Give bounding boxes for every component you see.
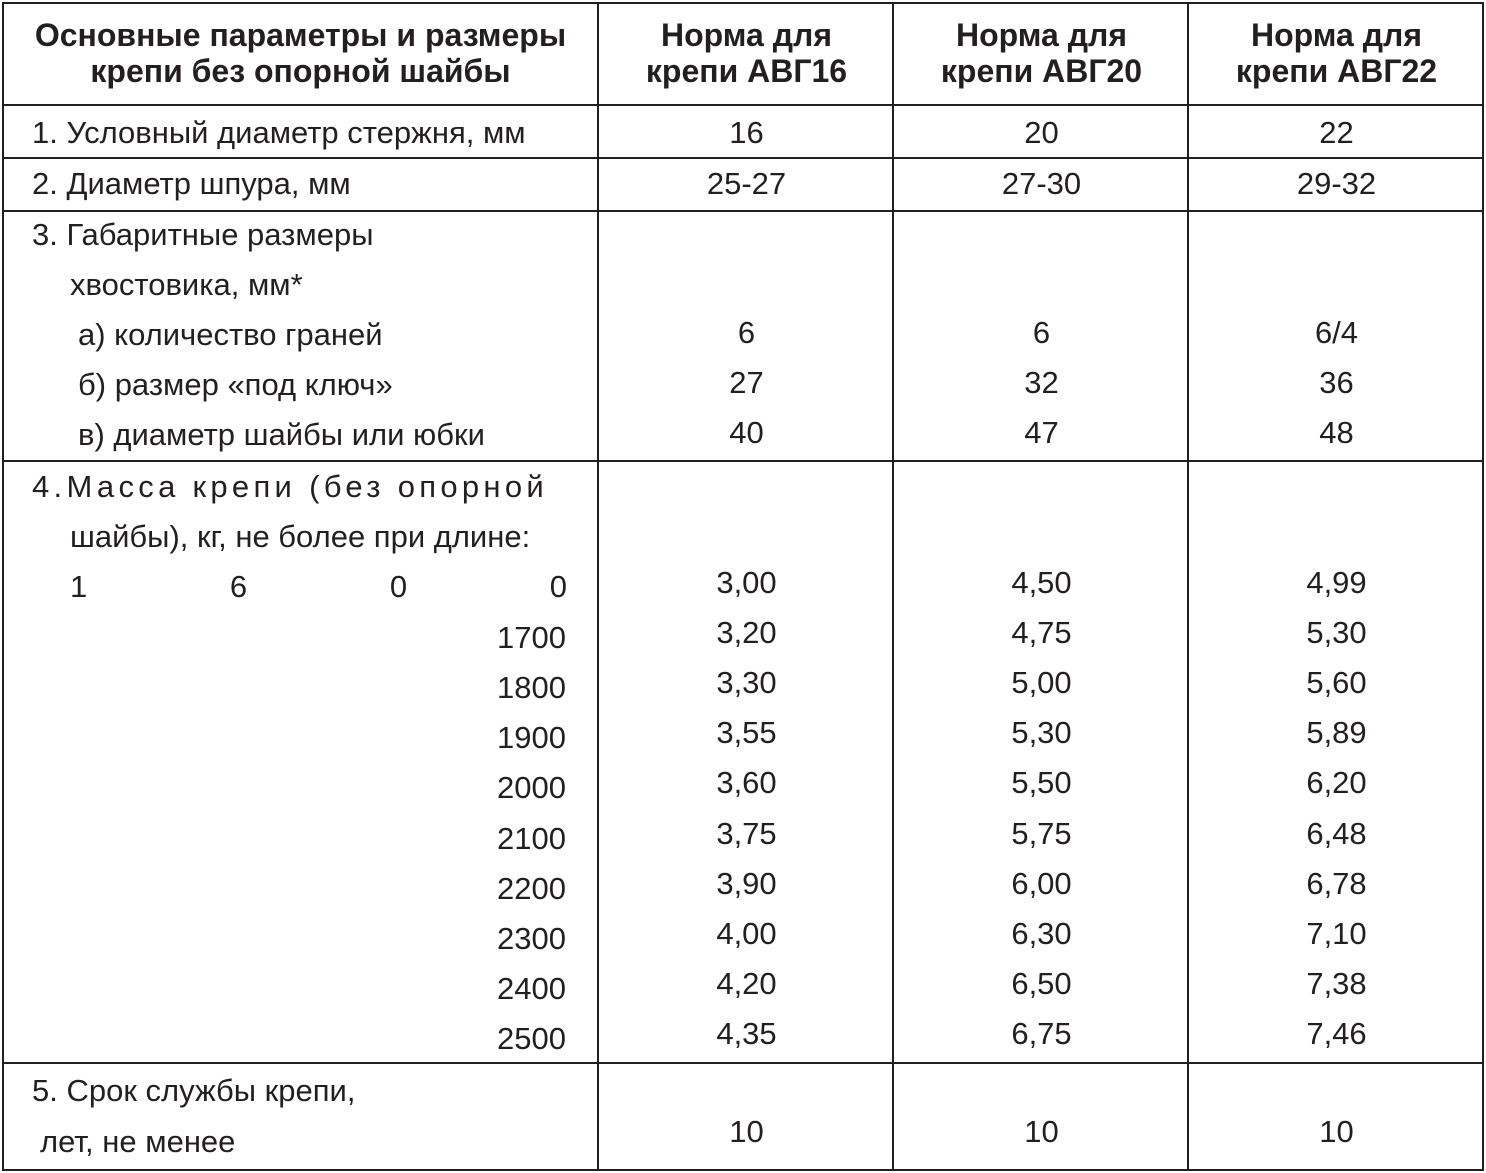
rule-row4-bottom xyxy=(2,1062,1484,1064)
rule-right xyxy=(1482,2,1484,1171)
header-avg22-line-1: Норма для xyxy=(1250,17,1423,53)
row-shank-wrench-avg20: 32 xyxy=(1024,365,1059,400)
mass-value-avg20: 5,50 xyxy=(1011,765,1072,800)
mass-length-2000: 2000 xyxy=(497,770,566,805)
header-param-line-1: Основные параметры и размеры xyxy=(34,17,567,53)
row-mass-label-line-1: 4.Масса крепи (без опорной xyxy=(32,469,567,505)
mass-value-avg16: 3,00 xyxy=(716,565,777,600)
mass-value-avg16: 3,60 xyxy=(716,765,777,800)
row-hole-diameter-avg20: 27-30 xyxy=(1001,166,1082,201)
mass-value-avg20: 5,75 xyxy=(1011,816,1072,851)
row-shank-washer-label: в) диаметр шайбы или юбки xyxy=(78,417,485,452)
mass-value-avg16: 4,35 xyxy=(716,1016,777,1051)
length-digit: 0 xyxy=(389,569,408,604)
row-shank-label-line-2: хвостовика, мм* xyxy=(70,267,303,302)
row-shank-faces-avg22: 6/4 xyxy=(1314,315,1359,350)
rule-col3 xyxy=(1187,2,1189,1171)
row-shank-washer-avg16: 40 xyxy=(729,415,764,450)
row-shank-faces-avg16: 6 xyxy=(737,315,756,350)
row-shank-wrench-label: б) размер «под ключ» xyxy=(78,367,393,402)
rule-header-bottom xyxy=(2,104,1484,106)
mass-value-avg22: 7,10 xyxy=(1306,916,1367,951)
row-rod-diameter-avg16: 16 xyxy=(729,115,764,150)
mass-value-avg22: 6,48 xyxy=(1306,816,1367,851)
row-shank-label-line-1: 3. Габаритные размеры xyxy=(32,217,374,252)
row-service-life-label-line-1: 5. Срок службы крепи, xyxy=(32,1073,356,1108)
length-digit: 1 xyxy=(70,569,88,604)
length-digit: 0 xyxy=(549,569,567,604)
mass-value-avg16: 4,20 xyxy=(716,966,777,1001)
rule-col1 xyxy=(597,2,599,1171)
row-service-life-avg16: 10 xyxy=(729,1114,764,1149)
mass-value-avg16: 3,55 xyxy=(716,715,777,750)
row-rod-diameter-avg20: 20 xyxy=(1024,115,1059,150)
mass-value-avg20: 6,50 xyxy=(1011,966,1072,1001)
mass-length-1800: 1800 xyxy=(497,670,566,705)
mass-value-avg16: 3,30 xyxy=(716,665,777,700)
row-shank-faces-label: а) количество граней xyxy=(78,317,383,352)
mass-value-avg20: 4,75 xyxy=(1011,615,1072,650)
row-shank-wrench-avg16: 27 xyxy=(729,365,764,400)
row-mass-length-1600: 1 6 0 0 xyxy=(70,569,567,605)
mass-value-avg20: 6,75 xyxy=(1011,1016,1072,1051)
header-avg16-line-1: Норма для xyxy=(660,17,833,53)
row-shank-washer-avg22: 48 xyxy=(1319,415,1354,450)
header-avg16-line-2: крепи АВГ16 xyxy=(645,53,848,89)
rule-row2-bottom xyxy=(2,210,1484,212)
mass-length-1900: 1900 xyxy=(497,720,566,755)
length-digit: 6 xyxy=(229,569,248,604)
rule-left xyxy=(2,2,4,1171)
row-service-life-avg20: 10 xyxy=(1024,1114,1059,1149)
row-service-life-avg22: 10 xyxy=(1319,1114,1354,1149)
mass-value-avg16: 3,90 xyxy=(716,866,777,901)
rule-bottom xyxy=(2,1169,1484,1171)
header-avg20-line-1: Норма для xyxy=(955,17,1128,53)
row-rod-diameter-label: 1. Условный диаметр стержня, мм xyxy=(32,115,526,150)
rule-top xyxy=(2,2,1484,4)
mass-length-1700: 1700 xyxy=(497,620,566,655)
mass-length-2400: 2400 xyxy=(497,971,566,1006)
row-mass-label-line-1-text: 4.Масса крепи (без опорной xyxy=(32,469,548,504)
mass-value-avg20: 4,50 xyxy=(1011,565,1072,600)
row-mass-label-line-2: шайбы), кг, не более при длине: xyxy=(70,519,531,554)
mass-value-avg22: 5,60 xyxy=(1306,665,1367,700)
row-hole-diameter-avg22: 29-32 xyxy=(1296,166,1377,201)
header-param-line-2: крепи без опорной шайбы xyxy=(90,53,511,89)
mass-value-avg22: 5,30 xyxy=(1306,615,1367,650)
row-hole-diameter-avg16: 25-27 xyxy=(706,166,787,201)
mass-value-avg22: 6,20 xyxy=(1306,765,1367,800)
mass-length-2300: 2300 xyxy=(497,921,566,956)
mass-value-avg22: 5,89 xyxy=(1306,715,1367,750)
row-shank-washer-avg20: 47 xyxy=(1024,415,1059,450)
row-service-life-label-line-2: лет, не менее xyxy=(40,1124,236,1159)
mass-value-avg22: 6,78 xyxy=(1306,866,1367,901)
mass-value-avg20: 5,00 xyxy=(1011,665,1072,700)
mass-value-avg16: 4,00 xyxy=(716,916,777,951)
mass-value-avg22: 4,99 xyxy=(1306,565,1367,600)
header-avg22-line-2: крепи АВГ22 xyxy=(1235,53,1438,89)
mass-value-avg22: 7,38 xyxy=(1306,966,1367,1001)
row-shank-wrench-avg22: 36 xyxy=(1319,365,1354,400)
mass-value-avg16: 3,75 xyxy=(716,816,777,851)
row-rod-diameter-avg22: 22 xyxy=(1319,115,1354,150)
mass-length-2500: 2500 xyxy=(497,1021,566,1056)
rule-row1-bottom xyxy=(2,157,1484,159)
mass-value-avg22: 7,46 xyxy=(1306,1016,1367,1051)
mass-value-avg20: 5,30 xyxy=(1011,715,1072,750)
mass-value-avg20: 6,00 xyxy=(1011,866,1072,901)
mass-length-2100: 2100 xyxy=(497,821,566,856)
row-hole-diameter-label: 2. Диаметр шпура, мм xyxy=(32,166,351,201)
rule-row3-bottom xyxy=(2,460,1484,462)
mass-value-avg20: 6,30 xyxy=(1011,916,1072,951)
mass-length-2200: 2200 xyxy=(497,871,566,906)
row-shank-faces-avg20: 6 xyxy=(1032,315,1051,350)
rule-col2 xyxy=(892,2,894,1171)
mass-value-avg16: 3,20 xyxy=(716,615,777,650)
header-avg20-line-2: крепи АВГ20 xyxy=(940,53,1143,89)
